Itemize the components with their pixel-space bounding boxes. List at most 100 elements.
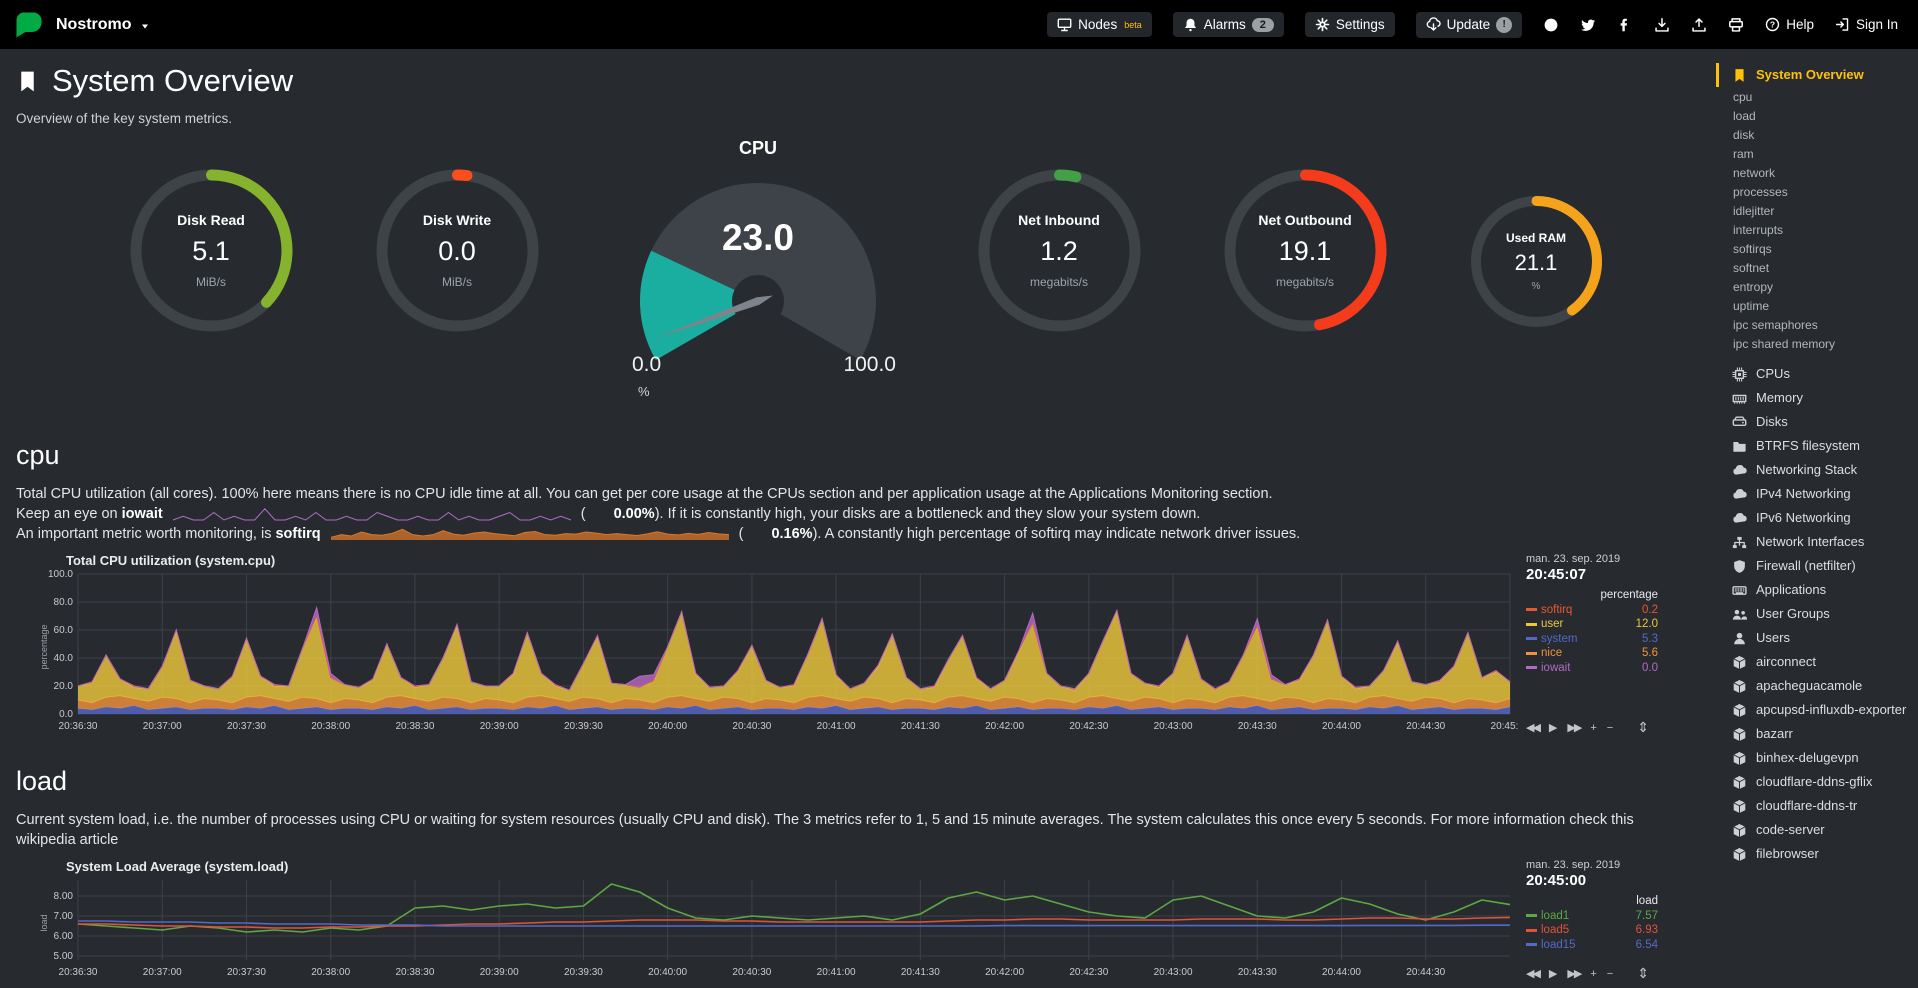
page-title: System Overview [52,63,294,98]
legend-item-load1[interactable]: load1 7.57 [1526,910,1658,922]
facebook-button[interactable] [1617,17,1633,33]
sidebar-subitem-uptime[interactable]: uptime [1733,298,1770,313]
sidebar-item-bazarr[interactable]: bazarr [1716,722,1918,746]
sidebar-subitem-softnet[interactable]: softnet [1733,260,1770,275]
sidebar-item-disks[interactable]: Disks [1716,410,1918,434]
alarms-button[interactable]: Alarms 2 [1172,12,1284,37]
cpu-plot-area[interactable] [77,605,1511,714]
sidebar-item-cloudflare-ddns-tr[interactable]: cloudflare-ddns-tr [1716,794,1918,818]
pan-forward-button[interactable]: ▶▶ [1567,722,1582,734]
sidebar-item-label: Disks [1756,414,1788,429]
legend-item-load5[interactable]: load5 6.93 [1526,924,1658,936]
sidebar-item-label: filebrowser [1756,846,1819,861]
svg-text:?: ? [1770,20,1775,30]
legend-item-user[interactable]: user 12.0 [1526,618,1658,630]
sidebar-item-ipv4-networking[interactable]: IPv4 Networking [1716,482,1918,506]
svg-text:6.00: 6.00 [54,931,74,942]
net-inbound-gauge[interactable]: Net Inbound 1.2 megabits/s [964,168,1154,333]
legend-item-system[interactable]: system 5.3 [1526,633,1658,645]
sidebar-item-binhex-delugevpn[interactable]: binhex-delugevpn [1716,746,1918,770]
used-ram-gauge[interactable]: Used RAM 21.1% [1456,194,1616,329]
help-button[interactable]: ? Help [1765,17,1814,32]
cpu-resize-handle[interactable]: ⇕ [1637,719,1649,735]
hdd-icon [1732,415,1747,430]
sidebar-item-firewall-netfilter[interactable]: Firewall (netfilter) [1716,554,1918,578]
shield-icon [1732,559,1747,574]
sidebar-item-apacheguacamole[interactable]: apacheguacamole [1716,674,1918,698]
net-outbound-gauge[interactable]: Net Outbound 19.1 megabits/s [1210,168,1400,333]
sidebar-subitem-idlejitter[interactable]: idlejitter [1733,203,1775,218]
update-button[interactable]: Update ! [1415,11,1523,38]
load-plot-area[interactable] [77,883,1511,933]
export-snapshot-button[interactable] [1654,17,1670,33]
sidebar-item-airconnect[interactable]: airconnect [1716,650,1918,674]
zoom-out-button[interactable]: − [1606,721,1614,734]
legend-item-load15[interactable]: load15 6.54 [1526,939,1658,951]
sidebar-item-users[interactable]: Users [1716,626,1918,650]
sidebar-item-network-interfaces[interactable]: Network Interfaces [1716,530,1918,554]
play-button[interactable]: ▶ [1548,968,1558,980]
signin-icon [1835,17,1850,32]
legend-item-softirq[interactable]: softirq 0.2 [1526,604,1658,616]
sidebar-subitem-load[interactable]: load [1733,108,1756,123]
topbar: Nostromo Nodes beta Alarms 2 Settings Up… [0,0,1918,49]
import-snapshot-button[interactable] [1691,17,1707,33]
legend-item-iowait[interactable]: iowait 0.0 [1526,662,1658,674]
softirq-sparkline[interactable] [321,526,739,542]
svg-text:20:39:30: 20:39:30 [564,721,603,732]
sidebar-item-label: IPv6 Networking [1756,510,1851,525]
sidebar-item-cpus[interactable]: CPUs [1716,362,1918,386]
sidebar-item-code-server[interactable]: code-server [1716,818,1918,842]
load5-legend-value: 6.93 [1635,924,1658,936]
zoom-in-button[interactable]: + [1590,967,1597,980]
sidebar-item-filebrowser[interactable]: filebrowser [1716,842,1918,866]
svg-text:20:36:30: 20:36:30 [59,967,98,978]
zoom-in-button[interactable]: + [1590,721,1597,734]
sidebar-subitem-ipc-shared-memory[interactable]: ipc shared memory [1733,336,1836,351]
svg-text:20:43:30: 20:43:30 [1238,721,1277,732]
sidebar-subitem-processes[interactable]: processes [1733,184,1788,199]
netdata-logo[interactable] [14,10,44,40]
disk-write-gauge-text: Disk Write 0.0 MiB/s [362,168,552,333]
sidebar-item-user-groups[interactable]: User Groups [1716,602,1918,626]
zoom-out-button[interactable]: − [1606,967,1614,980]
nodes-button[interactable]: Nodes beta [1047,12,1152,37]
sidebar-item-btrfs-filesystem[interactable]: BTRFS filesystem [1716,434,1918,458]
disk-write-gauge[interactable]: Disk Write 0.0 MiB/s [362,168,552,333]
sidebar-subitem-ram[interactable]: ram [1733,146,1754,161]
sidebar-item-ipv6-networking[interactable]: IPv6 Networking [1716,506,1918,530]
sidebar-item-memory[interactable]: Memory [1716,386,1918,410]
sidebar-subitem-entropy[interactable]: entropy [1733,279,1774,294]
sidebar-subitem-network[interactable]: network [1733,165,1776,180]
cpu-chart[interactable]: Total CPU utilization (system.cpu) percen… [16,553,1716,742]
cpu-chart-title: Total CPU utilization (system.cpu) [66,553,276,568]
sidebar-subitem-cpu[interactable]: cpu [1733,89,1753,104]
sidebar-subitem-ipc-semaphores[interactable]: ipc semaphores [1733,317,1818,332]
pan-backward-button[interactable]: ◀◀ [1526,722,1541,734]
settings-button[interactable]: Settings [1304,12,1395,37]
net-outbound-value: 19.1 [1278,236,1332,266]
sidebar-item-networking-stack[interactable]: Networking Stack [1716,458,1918,482]
sidebar-item-system-overview[interactable]: System Overview [1716,63,1918,87]
sidebar-item-applications[interactable]: Applications [1716,578,1918,602]
sidebar-subitem-softirqs[interactable]: softirqs [1733,241,1772,256]
signin-button[interactable]: Sign In [1835,17,1898,32]
load-resize-handle[interactable]: ⇕ [1637,965,1649,981]
sidebar-subitem-interrupts[interactable]: interrupts [1733,222,1784,237]
play-button[interactable]: ▶ [1548,722,1558,734]
sidebar-item-cloudflare-ddns-gflix[interactable]: cloudflare-ddns-gflix [1716,770,1918,794]
cpu-gauge[interactable]: CPU 23.0 0.0 100.0% [608,138,908,409]
twitter-button[interactable] [1580,17,1596,33]
hostname-menu[interactable]: Nostromo [56,16,151,34]
github-button[interactable] [1543,17,1559,33]
sidebar-item-apcupsd-influxdb-exporter[interactable]: apcupsd-influxdb-exporter [1716,698,1918,722]
pan-backward-button[interactable]: ◀◀ [1526,968,1541,980]
iowait-sparkline[interactable] [163,506,581,522]
pan-forward-button[interactable]: ▶▶ [1567,968,1582,980]
disk-write-unit: MiB/s [442,275,472,289]
print-button[interactable] [1728,17,1744,33]
load-chart[interactable]: System Load Average (system.load) load 20:… [16,859,1716,988]
sidebar-subitem-disk[interactable]: disk [1733,127,1755,142]
disk-read-gauge[interactable]: Disk Read 5.1 MiB/s [116,168,306,333]
legend-item-nice[interactable]: nice 5.6 [1526,647,1658,659]
